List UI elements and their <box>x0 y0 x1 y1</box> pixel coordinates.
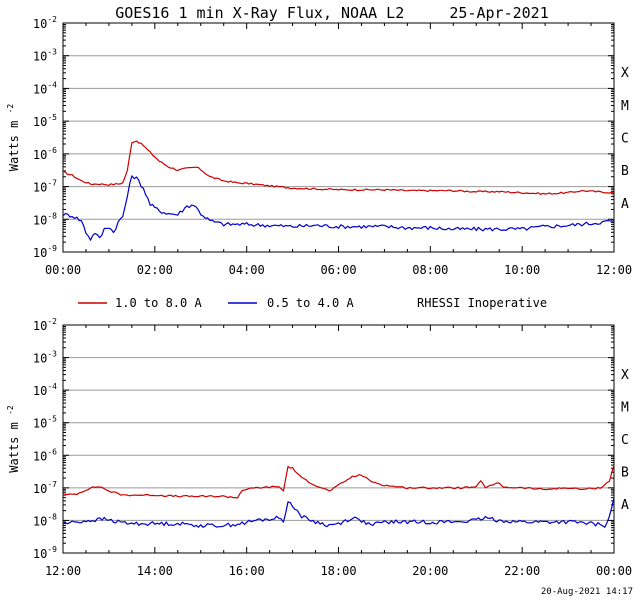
y-tick-label: 10-3 <box>33 350 57 366</box>
x-tick-label: 12:00 <box>45 564 81 578</box>
flare-class-C: C <box>621 433 629 448</box>
legend-label-long: 1.0 to 8.0 A <box>115 296 202 310</box>
chart-title: GOES16 1 min X-Ray Flux, NOAA L2 25-Apr-… <box>115 4 548 22</box>
series-line-short <box>62 175 615 241</box>
x-tick-label: 10:00 <box>504 263 540 277</box>
legend-label-short: 0.5 to 4.0 A <box>267 296 354 310</box>
y-tick-label: 10-9 <box>33 545 57 561</box>
x-tick-label: 20:00 <box>412 564 448 578</box>
bottom-panel: 10-9 10-8 10-7 10-6 10-5 10-4 10-3 10-2 A B C M X 12:… <box>6 317 632 578</box>
plot-frame <box>62 324 615 554</box>
x-tick-label: 16:00 <box>229 564 265 578</box>
footer-timestamp: 20-Aug-2021 14:17 <box>541 587 633 597</box>
y-tick-label: 10-5 <box>33 113 57 129</box>
x-tick-label: 22:00 <box>504 564 540 578</box>
flare-class-A: A <box>621 498 629 513</box>
y-tick-label: 10-2 <box>33 317 57 333</box>
y-tick-label: 10-2 <box>33 15 57 31</box>
flare-class-X: X <box>621 368 629 383</box>
y-tick-label: 10-7 <box>33 179 57 195</box>
top-panel: 10-9 10-8 10-7 10-6 10-5 10-4 10-3 10-2 A B C M X 00:… <box>6 15 632 277</box>
y-tick-label: 10-6 <box>33 146 57 162</box>
x-tick-label: 06:00 <box>320 263 356 277</box>
x-tick-label: 00:00 <box>596 564 632 578</box>
y-tick-label: 10-8 <box>33 512 57 528</box>
flare-class-M: M <box>621 99 629 114</box>
y-tick-label: 10-4 <box>33 80 57 96</box>
y-tick-label: 10-7 <box>33 480 57 496</box>
flare-class-X: X <box>621 66 629 81</box>
x-tick-label: 02:00 <box>137 263 173 277</box>
x-tick-label: 14:00 <box>137 564 173 578</box>
y-tick-label: 10-4 <box>33 382 57 398</box>
y-axis-label: Watts m -2 <box>6 104 21 172</box>
plot-frame <box>62 22 615 253</box>
y-tick-label: 10-9 <box>33 244 57 260</box>
y-tick-label: 10-3 <box>33 48 57 64</box>
y-tick-label: 10-8 <box>33 211 57 227</box>
series-line-short <box>62 497 615 528</box>
x-tick-label: 12:00 <box>596 263 632 277</box>
y-tick-label: 10-6 <box>33 447 57 463</box>
flare-class-B: B <box>621 164 629 179</box>
flare-class-A: A <box>621 197 629 212</box>
x-tick-label: 08:00 <box>412 263 448 277</box>
flare-class-B: B <box>621 466 629 481</box>
flare-class-M: M <box>621 400 629 415</box>
x-tick-label: 00:00 <box>45 263 81 277</box>
x-tick-label: 18:00 <box>320 564 356 578</box>
x-tick-label: 04:00 <box>229 263 265 277</box>
flare-class-C: C <box>621 132 629 147</box>
y-tick-label: 10-5 <box>33 415 57 431</box>
legend-note: RHESSI Inoperative <box>417 296 547 310</box>
series-line-long <box>62 464 615 499</box>
series-line-long <box>62 140 615 195</box>
y-axis-label: Watts m -2 <box>6 405 21 473</box>
legend: 1.0 to 8.0 A 0.5 to 4.0 A RHESSI Inopera… <box>78 296 547 310</box>
